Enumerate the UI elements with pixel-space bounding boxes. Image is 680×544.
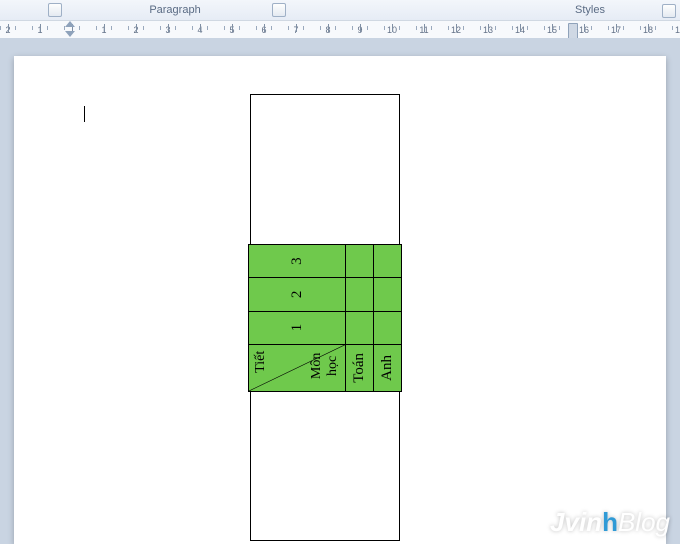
ruler-tick: 13 (472, 21, 504, 39)
ruler-tick: 4 (184, 21, 216, 39)
ruler-tick: 10 (376, 21, 408, 39)
ruler-tick: 1 (88, 21, 120, 39)
ruler-tick: 11 (408, 21, 440, 39)
ribbon: Paragraph Styles (0, 0, 680, 21)
ruler-tick: 3 (152, 21, 184, 39)
ruler-tick: 14 (504, 21, 536, 39)
ruler-tick: 1 (24, 21, 56, 39)
paragraph-dialog-launcher-icon[interactable] (272, 3, 286, 17)
table-cell[interactable] (374, 277, 402, 310)
ribbon-group-styles: Styles (540, 4, 640, 16)
diagonal-bottom-label: Môn học (309, 344, 341, 386)
table-cell[interactable] (374, 244, 402, 277)
first-line-indent-marker[interactable] (65, 21, 75, 27)
horizontal-ruler[interactable]: 2112345678910111213141516171819 (0, 20, 680, 40)
table-cell[interactable] (346, 311, 374, 344)
diagonal-top-label: Tiết (253, 350, 269, 372)
styles-dialog-launcher-icon[interactable] (662, 4, 676, 18)
ruler-tick: 15 (536, 21, 568, 39)
ruler-tick: 6 (248, 21, 280, 39)
table-diagonal-header[interactable]: Tiết Môn học (249, 344, 346, 391)
table-period-header[interactable]: 2 (249, 277, 346, 310)
table-subject-cell[interactable]: Toán (346, 344, 374, 391)
table-cell[interactable] (346, 244, 374, 277)
ruler-tick: 12 (440, 21, 472, 39)
schedule-table[interactable]: Tiết Môn học123 ToánAnh (248, 244, 402, 392)
table-cell[interactable] (346, 277, 374, 310)
ruler-tick: 7 (280, 21, 312, 39)
document-canvas: TiếtMôn học123ToánAnh JvinhBlog (0, 38, 680, 544)
ruler-tick: 2 (120, 21, 152, 39)
table-subject-cell[interactable]: Anh (374, 344, 402, 391)
ruler-tick: 19 (664, 21, 680, 39)
right-margin-marker[interactable] (568, 23, 578, 39)
ribbon-group-paragraph: Paragraph (50, 4, 300, 16)
table-cell[interactable] (374, 311, 402, 344)
ruler-tick: 5 (216, 21, 248, 39)
text-cursor (84, 106, 85, 122)
ruler-tick: 18 (632, 21, 664, 39)
ruler-tick: 9 (344, 21, 376, 39)
hanging-indent-marker[interactable] (65, 31, 75, 37)
ruler-tick: 17 (600, 21, 632, 39)
page[interactable]: Tiết Môn học123 ToánAnh (14, 56, 666, 544)
schedule-table-container: Tiết Môn học123 ToánAnh (250, 94, 400, 541)
ruler-tick: 2 (0, 21, 24, 39)
table-period-header[interactable]: 3 (249, 244, 346, 277)
table-period-header[interactable]: 1 (249, 311, 346, 344)
ruler-tick: 8 (312, 21, 344, 39)
